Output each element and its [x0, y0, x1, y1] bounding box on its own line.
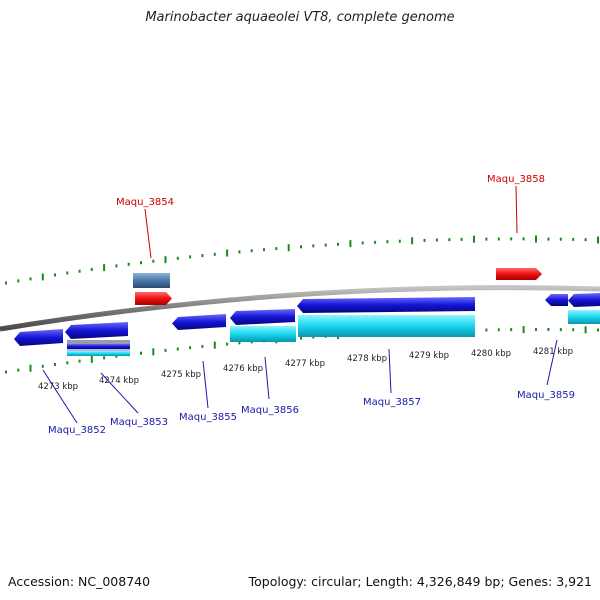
kbp-label: 4280 kbp: [471, 349, 511, 359]
kbp-label: 4274 kbp: [99, 376, 139, 386]
map-title: Marinobacter aquaeolei VT8, complete gen…: [145, 10, 455, 25]
kbp-label: 4281 kbp: [533, 347, 573, 357]
label-leader: [264, 356, 270, 400]
feature-maqu-3853-rna[interactable]: [67, 340, 130, 356]
gene-label-maqu-3859[interactable]: Maqu_3859: [517, 390, 575, 401]
forward-strand-ticks: [5, 235, 599, 285]
gene-label-maqu-3857[interactable]: Maqu_3857: [363, 397, 421, 408]
gene-label-maqu-3854[interactable]: Maqu_3854: [116, 197, 174, 208]
label-leader: [388, 348, 392, 394]
feature-maqu-3855[interactable]: [172, 314, 226, 330]
feature-maqu-3859-small[interactable]: [545, 294, 568, 306]
feature-maqu-3859[interactable]: [568, 293, 600, 307]
feature-maqu-3854-upper[interactable]: [133, 273, 170, 288]
genome-stats-text: Topology: circular; Length: 4,326,849 bp…: [248, 574, 592, 589]
label-leader: [100, 372, 139, 414]
feature-maqu-3856[interactable]: [230, 309, 295, 325]
gene-label-maqu-3858[interactable]: Maqu_3858: [487, 174, 545, 185]
feature-maqu-3852[interactable]: [14, 329, 63, 346]
label-leader: [202, 360, 209, 409]
feature-maqu-3854[interactable]: [135, 292, 172, 305]
feature-maqu-3857-rna[interactable]: [298, 315, 475, 337]
gene-label-maqu-3853[interactable]: Maqu_3853: [110, 417, 168, 428]
gene-label-maqu-3855[interactable]: Maqu_3855: [179, 412, 237, 423]
feature-maqu-3856-rna[interactable]: [230, 326, 296, 342]
kbp-scale: 4273 kbp 4274 kbp 4275 kbp 4276 kbp 4277…: [38, 347, 573, 392]
accession-text: Accession: NC_008740: [8, 574, 151, 589]
kbp-label: 4275 kbp: [161, 370, 201, 380]
feature-maqu-3859-rna[interactable]: [568, 310, 600, 324]
feature-maqu-3857[interactable]: [297, 297, 475, 313]
gene-label-maqu-3852[interactable]: Maqu_3852: [48, 425, 106, 436]
kbp-label: 4273 kbp: [38, 382, 78, 392]
kbp-label: 4278 kbp: [347, 354, 387, 364]
gene-label-maqu-3856[interactable]: Maqu_3856: [241, 405, 299, 416]
kbp-label: 4276 kbp: [223, 364, 263, 374]
kbp-label: 4279 kbp: [409, 351, 449, 361]
feature-maqu-3853[interactable]: [65, 322, 128, 339]
label-leader: [144, 208, 152, 259]
label-leader: [546, 339, 558, 386]
label-leader: [515, 185, 518, 234]
feature-maqu-3858[interactable]: [496, 268, 542, 280]
genome-backbone: [0, 285, 600, 332]
label-leader: [42, 369, 78, 424]
kbp-label: 4277 kbp: [285, 359, 325, 369]
